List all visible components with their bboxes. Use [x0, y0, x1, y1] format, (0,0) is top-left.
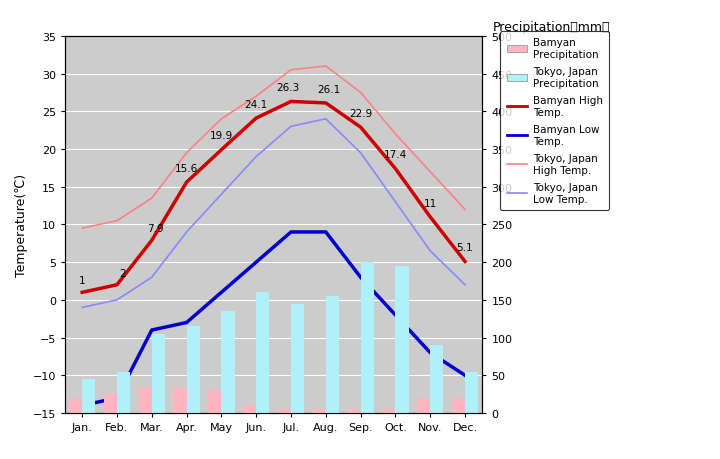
- Bar: [417, 398, 431, 413]
- Bar: [256, 293, 269, 413]
- Bar: [69, 398, 82, 413]
- Text: Precipitation（mm）: Precipitation（mm）: [493, 21, 611, 34]
- Bar: [278, 409, 291, 413]
- Bar: [325, 297, 339, 413]
- Bar: [152, 334, 165, 413]
- Bar: [382, 409, 395, 413]
- Bar: [291, 304, 305, 413]
- Bar: [243, 406, 256, 413]
- Text: 2: 2: [119, 268, 125, 278]
- Legend: Bamyan
Precipitation, Tokyo, Japan
Precipitation, Bamyan High
Temp., Bamyan Low
: Bamyan Precipitation, Tokyo, Japan Preci…: [500, 32, 609, 210]
- Bar: [82, 379, 96, 413]
- Text: 7.9: 7.9: [147, 224, 163, 234]
- Text: 26.1: 26.1: [318, 84, 341, 95]
- Bar: [451, 398, 465, 413]
- Bar: [138, 387, 152, 413]
- Text: 19.9: 19.9: [210, 131, 233, 141]
- Text: 5.1: 5.1: [456, 242, 473, 252]
- Bar: [117, 372, 130, 413]
- Bar: [222, 312, 235, 413]
- Bar: [208, 391, 222, 413]
- Bar: [465, 372, 478, 413]
- Bar: [347, 409, 361, 413]
- Y-axis label: Temperature(℃): Temperature(℃): [15, 174, 28, 276]
- Bar: [361, 263, 374, 413]
- Bar: [104, 394, 117, 413]
- Bar: [186, 326, 200, 413]
- Text: 17.4: 17.4: [384, 150, 407, 160]
- Text: 1: 1: [79, 276, 86, 285]
- Bar: [312, 409, 325, 413]
- Text: 11: 11: [423, 198, 437, 208]
- Bar: [431, 345, 444, 413]
- Text: 24.1: 24.1: [245, 100, 268, 110]
- Text: 15.6: 15.6: [175, 163, 198, 174]
- Text: 26.3: 26.3: [276, 83, 299, 93]
- Bar: [395, 266, 409, 413]
- Bar: [174, 387, 186, 413]
- Text: 22.9: 22.9: [349, 108, 372, 118]
